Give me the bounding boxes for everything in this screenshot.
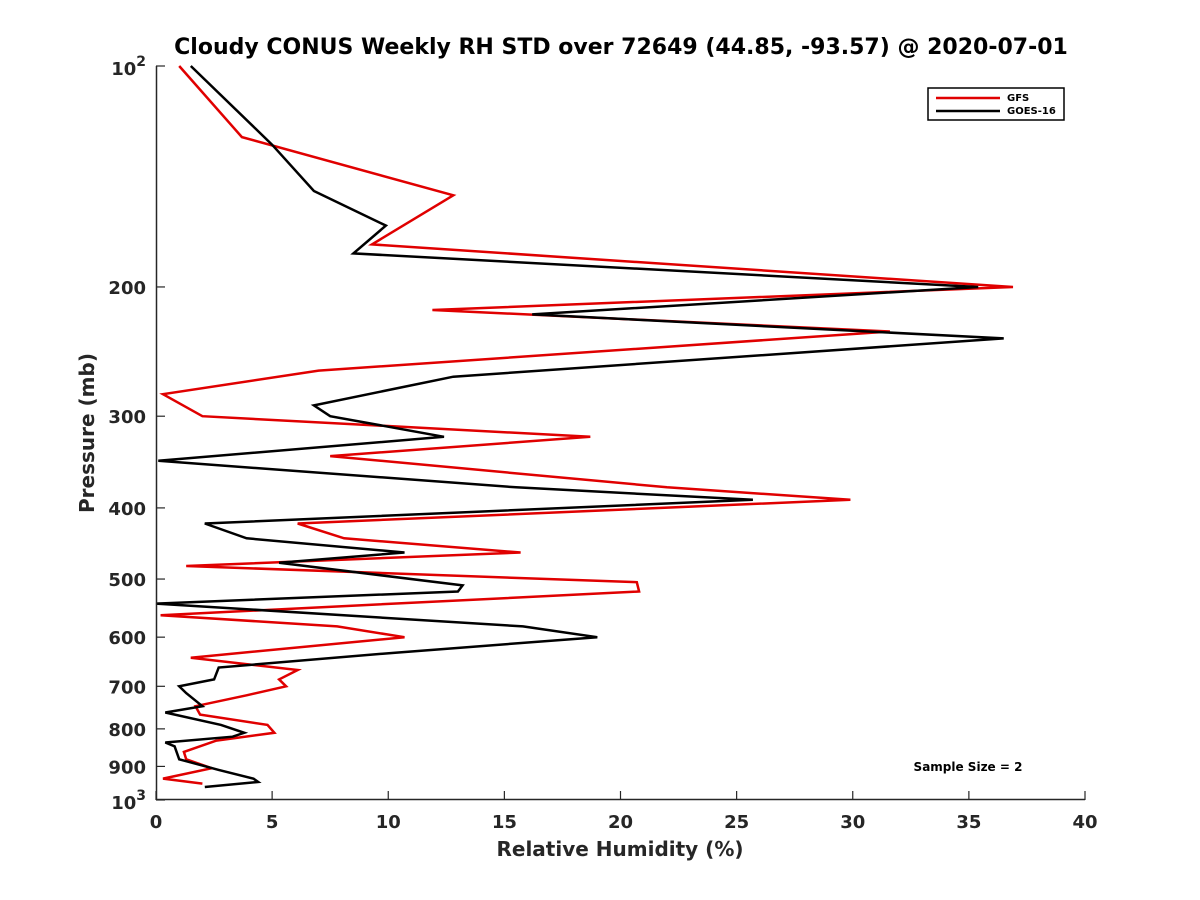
- series-layer: [155, 65, 1014, 789]
- series-line-goes16: [155, 65, 1004, 789]
- x-tick-label: 25: [724, 812, 749, 833]
- y-tick-label: 700: [108, 677, 146, 698]
- legend: GFS GOES-16: [927, 87, 1065, 121]
- legend-label-goes16: GOES-16: [1007, 106, 1056, 117]
- y-tick-label: 500: [108, 570, 146, 591]
- y-tick-label: 400: [108, 499, 146, 520]
- legend-label-gfs: GFS: [1007, 93, 1029, 104]
- axes: [155, 66, 1085, 801]
- y-tick-label: 200: [108, 278, 146, 299]
- y-tick-label: 300: [108, 407, 146, 428]
- chart-title: Cloudy CONUS Weekly RH STD over 72649 (4…: [174, 35, 1068, 60]
- x-ticks: 0 5 10 15 20 25 30 35 40: [150, 791, 1098, 833]
- y-ticks: 102 200 300 400 500 600 700 800 900 103: [108, 54, 165, 814]
- x-tick-label: 30: [840, 812, 865, 833]
- y-tick-label: 600: [108, 628, 146, 649]
- y-tick-label: 800: [108, 720, 146, 741]
- y-axis-label: Pressure (mb): [75, 353, 99, 513]
- x-tick-label: 15: [492, 812, 517, 833]
- y-tick-label: 900: [108, 757, 146, 778]
- x-tick-label: 40: [1072, 812, 1097, 833]
- x-tick-label: 20: [608, 812, 633, 833]
- x-tick-label: 0: [150, 812, 163, 833]
- x-tick-label: 5: [266, 812, 279, 833]
- legend-box: [927, 87, 1065, 121]
- sample-size-annotation: Sample Size = 2: [914, 760, 1023, 774]
- x-tick-label: 35: [956, 812, 981, 833]
- x-axis-label: Relative Humidity (%): [496, 837, 743, 861]
- series-line-gfs: [159, 65, 1014, 785]
- y-tick-label: 102: [111, 54, 146, 80]
- y-tick-label: 103: [111, 788, 146, 814]
- x-tick-label: 10: [376, 812, 401, 833]
